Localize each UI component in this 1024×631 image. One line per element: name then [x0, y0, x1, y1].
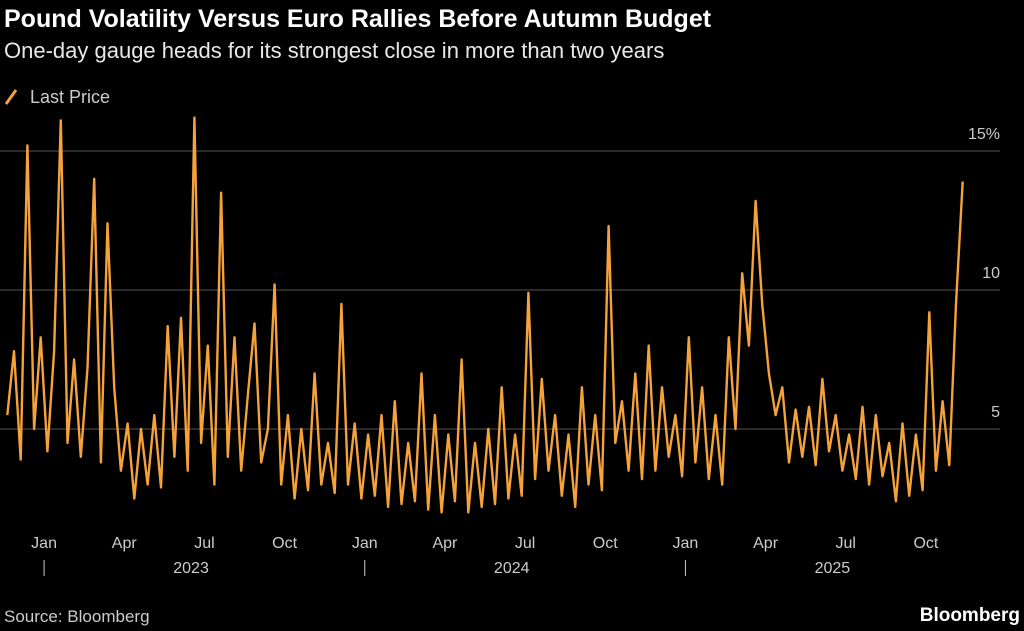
year-label: 2023 — [173, 560, 209, 577]
chart-subtitle: One-day gauge heads for its strongest cl… — [4, 38, 664, 63]
legend-icon — [4, 89, 18, 105]
year-label: 2024 — [494, 560, 530, 577]
brand: Bloomberg — [920, 605, 1020, 626]
x-tick-label: Jul — [194, 535, 214, 552]
year-label: 2025 — [815, 560, 851, 577]
y-tick-label: 10 — [982, 265, 1000, 282]
x-tick-label: Apr — [753, 535, 779, 552]
x-tick-label: Jul — [836, 535, 856, 552]
x-tick-label: Oct — [593, 535, 618, 552]
x-tick-label: Jan — [31, 535, 57, 552]
price-line — [6, 116, 964, 514]
x-tick-label: Jan — [673, 535, 699, 552]
x-tick-label: Oct — [913, 535, 938, 552]
x-tick-label: Apr — [432, 535, 458, 552]
x-tick-label: Oct — [272, 535, 297, 552]
x-tick-label: Apr — [112, 535, 138, 552]
legend-label: Last Price — [30, 87, 110, 107]
y-tick-label: 15% — [968, 126, 1000, 143]
chart-title: Pound Volatility Versus Euro Rallies Bef… — [4, 5, 712, 33]
x-tick-label: Jan — [352, 535, 378, 552]
x-tick-label: Jul — [515, 535, 535, 552]
y-tick-label: 5 — [991, 404, 1000, 421]
source: Source: Bloomberg — [4, 607, 150, 626]
